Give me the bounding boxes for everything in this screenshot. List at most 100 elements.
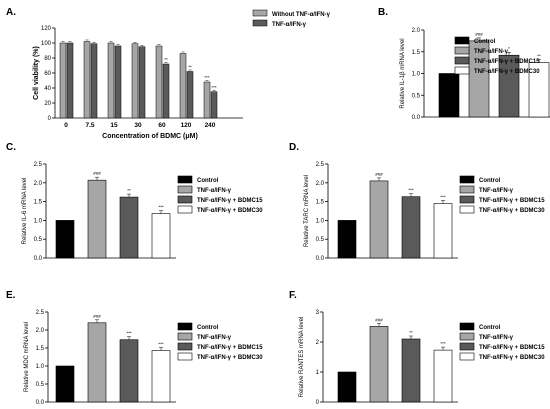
significance-mark-f: *** xyxy=(440,341,446,346)
legend-swatch-d xyxy=(459,205,475,214)
significance-mark-a: *** xyxy=(211,85,217,90)
legend-label-d: TNF-α/IFN-γ + BDMC30 xyxy=(479,208,545,214)
legend-swatch-f xyxy=(459,322,475,331)
bar-e-2 xyxy=(119,339,139,403)
y-axis-title-f: Relative RANTES mRNA level xyxy=(299,317,305,398)
legend-label-f: TNF-α/IFN-γ + BDMC15 xyxy=(479,345,545,351)
legend-swatch-e xyxy=(177,342,193,351)
y-tick-label-a: 0 xyxy=(48,116,52,122)
y-tick-label-c: 0.0 xyxy=(34,256,43,262)
y-tick-label-b: 0.0 xyxy=(412,115,421,121)
y-axis-title-a: Cell viability (%) xyxy=(33,46,40,100)
significance-mark-f: ### xyxy=(375,317,383,322)
legend-label-d: Control xyxy=(479,178,501,184)
legend-swatch-d xyxy=(459,195,475,204)
y-tick-label-e: 2.0 xyxy=(36,328,45,334)
legend-label-b: Control xyxy=(474,39,496,45)
y-tick-label-e: 1.5 xyxy=(36,346,45,352)
panel-letter-e: E. xyxy=(6,290,16,301)
legend-swatch-e xyxy=(177,332,193,341)
y-tick-label-f: 3 xyxy=(316,310,320,316)
y-tick-label-a: 80 xyxy=(44,56,51,62)
legend-swatch-c xyxy=(177,175,193,184)
y-tick-label-a: 20 xyxy=(44,101,51,107)
y-axis-title-b: Relative IL-1β mRNA level xyxy=(400,38,406,108)
legend-swatch-b xyxy=(454,36,470,45)
legend-swatch-d xyxy=(459,175,475,184)
y-tick-label-c: 2.0 xyxy=(34,181,43,187)
significance-mark-c: *** xyxy=(158,205,164,210)
y-tick-label-d: 0.5 xyxy=(316,237,325,243)
bar-a-without-15 xyxy=(107,42,115,119)
legend-swatch-b xyxy=(454,66,470,75)
y-tick-label-d: 2.0 xyxy=(316,181,325,187)
bar-a-without-0 xyxy=(59,42,67,119)
legend-label-e: TNF-α/IFN-γ + BDMC15 xyxy=(197,345,263,351)
y-tick-label-e: 1.0 xyxy=(36,364,45,370)
bar-a-without-240 xyxy=(203,81,211,119)
bar-a-without-60 xyxy=(155,45,163,119)
bar-a-with-240 xyxy=(210,91,218,119)
significance-mark-e: *** xyxy=(126,331,132,336)
legend-swatch-e xyxy=(177,322,193,331)
y-tick-label-a: 40 xyxy=(44,86,51,92)
legend-swatch-f xyxy=(459,342,475,351)
y-tick-label-e: 0.5 xyxy=(36,382,45,388)
y-tick-label-a: 120 xyxy=(41,26,52,32)
panel-letter-c: C. xyxy=(6,142,16,153)
x-tick-label-a: 240 xyxy=(205,122,216,129)
legend-swatch-a xyxy=(252,9,268,17)
bar-a-with-60 xyxy=(162,63,170,119)
x-tick-label-a: 0 xyxy=(64,122,68,129)
y-tick-label-d: 2.5 xyxy=(316,162,325,168)
bar-d-2 xyxy=(401,196,421,259)
legend-swatch-c xyxy=(177,195,193,204)
legend-label-e: TNF-α/IFN-γ xyxy=(197,335,232,341)
legend-label-e: Control xyxy=(197,325,219,331)
legend-label-b: TNF-α/IFN-γ xyxy=(474,49,509,55)
significance-mark-b: ** xyxy=(537,54,541,59)
legend-swatch-c xyxy=(177,185,193,194)
bar-a-with-7.5 xyxy=(90,43,98,119)
bar-a-without-30 xyxy=(131,43,139,119)
y-tick-label-c: 1.0 xyxy=(34,218,43,224)
legend-label-b: TNF-α/IFN-γ + BDMC15 xyxy=(474,59,540,65)
legend-swatch-b xyxy=(454,56,470,65)
legend-swatch-f xyxy=(459,332,475,341)
y-tick-label-d: 0.0 xyxy=(316,256,325,262)
y-tick-label-e: 2.5 xyxy=(36,310,45,316)
panel-letter-d: D. xyxy=(289,142,299,153)
bar-f-0 xyxy=(337,371,357,403)
y-tick-label-b: 1.0 xyxy=(412,72,421,78)
legend-label-c: TNF-α/IFN-γ + BDMC15 xyxy=(197,198,263,204)
legend-label-f: TNF-α/IFN-γ xyxy=(479,335,514,341)
bar-c-2 xyxy=(119,196,139,259)
y-tick-label-f: 1 xyxy=(316,370,320,376)
y-tick-label-c: 1.5 xyxy=(34,200,43,206)
bar-b-0 xyxy=(438,73,460,118)
legend-swatch-f xyxy=(459,352,475,361)
panel-letter-b: B. xyxy=(378,7,388,18)
bar-f-2 xyxy=(401,338,421,403)
legend-label-d: TNF-α/IFN-γ + BDMC15 xyxy=(479,198,545,204)
y-tick-label-b: 2.0 xyxy=(412,28,421,34)
significance-mark-c: ** xyxy=(127,188,131,193)
significance-mark-b: * xyxy=(508,46,510,51)
significance-mark-d: *** xyxy=(440,194,446,199)
significance-mark-c: ### xyxy=(93,171,101,176)
bar-a-without-7.5 xyxy=(83,41,91,119)
bar-e-3 xyxy=(151,350,171,403)
y-axis-title-e: Relative MDC mRNA level xyxy=(24,322,30,392)
y-tick-label-e: 0.0 xyxy=(36,400,45,406)
legend-swatch-e xyxy=(177,352,193,361)
legend-label-f: TNF-α/IFN-γ + BDMC30 xyxy=(479,355,545,361)
bar-c-1 xyxy=(87,179,107,259)
legend-swatch-c xyxy=(177,205,193,214)
bar-a-without-120 xyxy=(179,53,187,119)
bar-a-with-30 xyxy=(138,46,146,119)
bar-a-with-15 xyxy=(114,45,122,119)
bar-d-0 xyxy=(337,220,357,259)
legend-label-a: TNF-α/IFN-γ xyxy=(272,22,307,28)
